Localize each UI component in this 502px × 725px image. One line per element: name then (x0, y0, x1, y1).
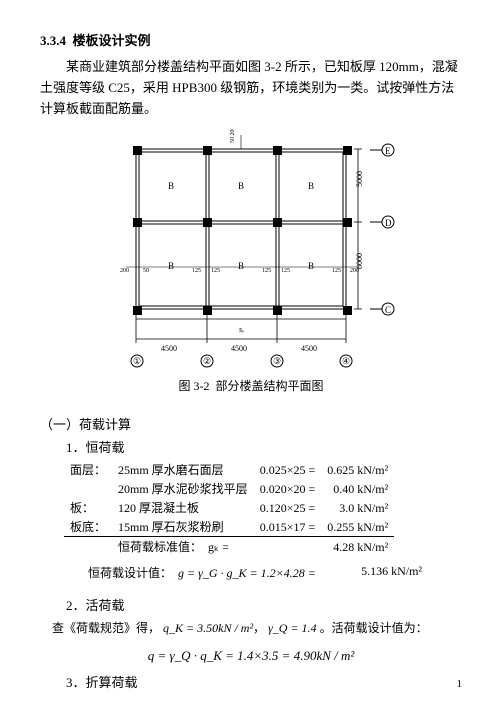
svg-text:E: E (385, 146, 391, 156)
dead-load-table: 面层：25mm 厚水磨石面层0.025×25 =0.625 kN/m² 20mm… (64, 460, 394, 556)
svg-text:①: ① (133, 356, 141, 366)
dead-load-heading: 1．恒荷载 (66, 437, 462, 456)
svg-text:125: 125 (192, 268, 201, 274)
svg-text:50: 50 (143, 268, 149, 274)
calc-heading: （一）荷载计算 (40, 414, 462, 433)
svg-text:sₓ: sₓ (239, 325, 244, 334)
live-load-equation: q = γ_Q · q_K = 1.4×3.5 = 4.90kN / m² (40, 648, 462, 664)
table-row: 面层：25mm 厚水磨石面层0.025×25 =0.625 kN/m² (64, 460, 394, 479)
svg-text:50 200: 50 200 (230, 129, 236, 143)
section-heading: 3.3.4 楼板设计实例 (40, 30, 462, 49)
svg-text:B: B (168, 181, 174, 191)
svg-text:4500: 4500 (301, 344, 317, 353)
svg-text:4500: 4500 (161, 344, 177, 353)
svg-text:125: 125 (281, 268, 290, 274)
figure-caption: 图 3-2 部分楼盖结构平面图 (40, 377, 462, 394)
svg-text:200: 200 (120, 268, 129, 274)
table-row: 板底：15mm 厚石灰浆粉刷0.015×17 =0.255 kN/m² (64, 517, 394, 537)
svg-text:125: 125 (211, 268, 220, 274)
svg-text:6000: 6000 (355, 253, 364, 269)
section-number: 3.3.4 (40, 33, 66, 48)
svg-text:③: ③ (273, 356, 281, 366)
svg-text:D: D (385, 218, 392, 228)
table-row: 板：120 厚混凝土板0.120×25 =3.0 kN/m² (64, 498, 394, 517)
floor-plan-figure: BBB BBB 20050 125125 125125 125200 sₓ 45… (40, 129, 462, 373)
live-load-heading: 2．活荷载 (66, 595, 462, 614)
svg-text:B: B (308, 261, 314, 271)
svg-text:125: 125 (332, 268, 341, 274)
section-title: 楼板设计实例 (73, 33, 151, 48)
svg-text:④: ④ (342, 356, 350, 366)
reduced-load-heading: 3．折算荷载 (66, 672, 462, 691)
svg-text:4500: 4500 (231, 344, 247, 353)
live-load-text: 查《荷载规范》得， q_K = 3.50kN / m²， γ_Q = 1.4 。… (52, 618, 462, 640)
svg-text:B: B (308, 181, 314, 191)
floor-plan-svg: BBB BBB 20050 125125 125125 125200 sₓ 45… (96, 129, 406, 369)
svg-text:C: C (385, 305, 391, 315)
dead-load-design: 恒荷载设计值： g = γ_G · g_K = 1.2×4.28 = 5.136… (88, 564, 462, 581)
page-number: 1 (457, 678, 463, 690)
table-row: 20mm 厚水泥砂浆找平层0.020×20 =0.40 kN/m² (64, 479, 394, 498)
svg-text:②: ② (203, 356, 211, 366)
svg-text:B: B (168, 261, 174, 271)
intro-paragraph: 某商业建筑部分楼盖结构平面如图 3-2 所示，已知板厚 120mm，混凝土强度等… (40, 57, 462, 119)
table-sum-row: 恒荷载标准值： gₖ =4.28 kN/m² (64, 537, 394, 557)
svg-text:B: B (238, 181, 244, 191)
svg-text:5000: 5000 (355, 171, 364, 187)
svg-text:125: 125 (262, 268, 271, 274)
svg-text:B: B (238, 261, 244, 271)
